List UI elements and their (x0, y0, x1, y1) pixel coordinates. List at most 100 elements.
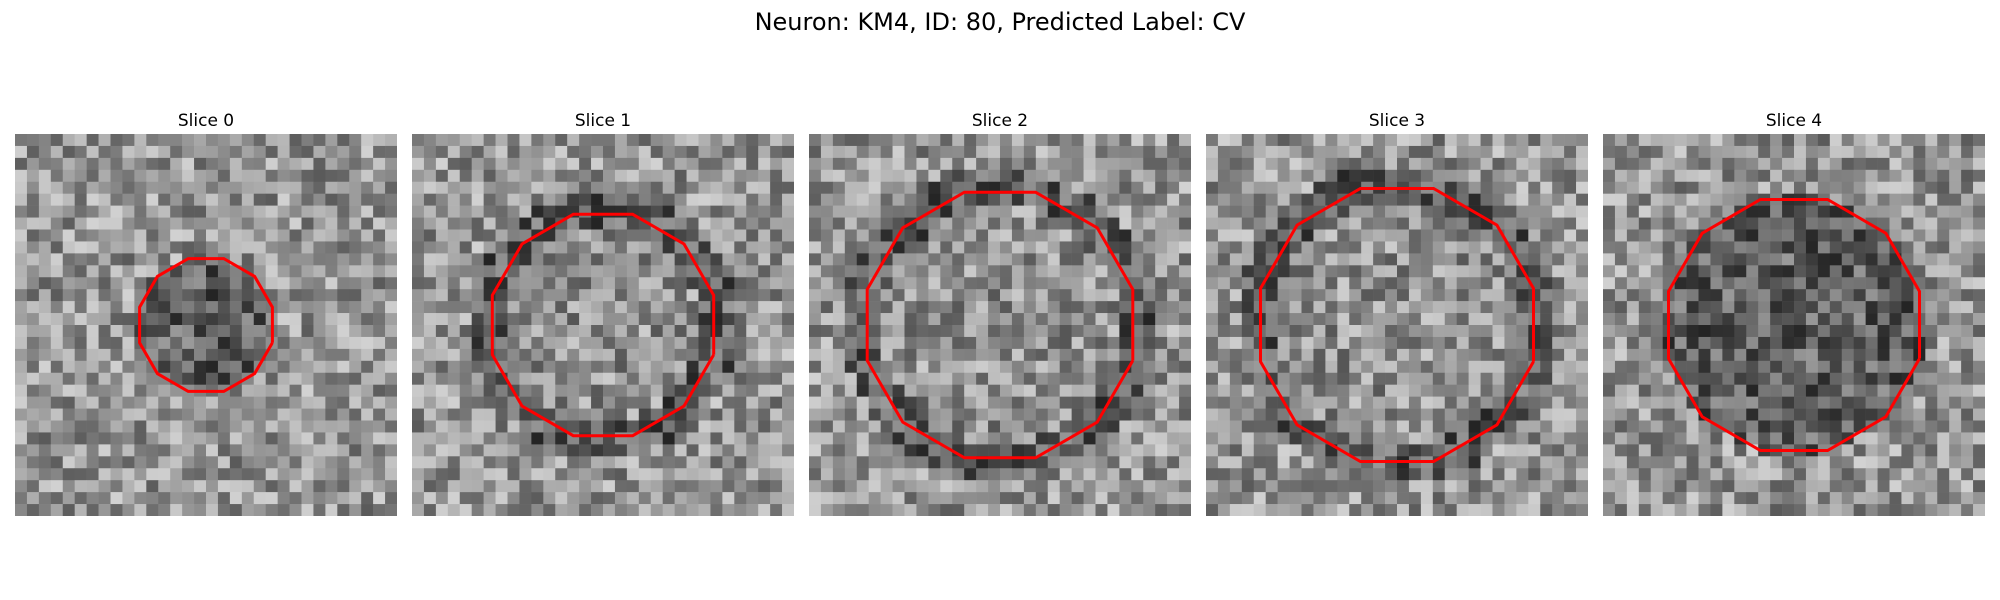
pixel (1218, 218, 1230, 230)
pixel (1012, 230, 1024, 242)
pixel (1290, 301, 1302, 313)
pixel (1433, 313, 1445, 325)
pixel (1493, 480, 1505, 492)
pixel (424, 146, 436, 158)
pixel (833, 301, 845, 313)
pixel (27, 182, 39, 194)
pixel (496, 158, 508, 170)
pixel (1218, 456, 1230, 468)
pixel (869, 468, 881, 480)
pixel (651, 444, 663, 456)
pixel (531, 253, 543, 265)
pixel (639, 337, 651, 349)
pixel (1603, 289, 1615, 301)
pixel (206, 265, 218, 277)
pixel (349, 397, 361, 409)
pixel (1337, 218, 1349, 230)
pixel (1770, 313, 1782, 325)
pixel (373, 301, 385, 313)
pixel (1540, 421, 1552, 433)
pixel (699, 253, 711, 265)
pixel (722, 134, 734, 146)
pixel (651, 289, 663, 301)
pixel (893, 253, 905, 265)
pixel (615, 325, 627, 337)
pixel (1901, 218, 1913, 230)
pixel (325, 504, 337, 516)
pixel (1290, 313, 1302, 325)
pixel (722, 230, 734, 242)
pixel (845, 158, 857, 170)
pixel (916, 230, 928, 242)
pixel (1218, 432, 1230, 444)
pixel (543, 337, 555, 349)
pixel (412, 373, 424, 385)
pixel (1913, 230, 1925, 242)
pixel (1457, 289, 1469, 301)
pixel (845, 170, 857, 182)
pixel (663, 146, 675, 158)
pixel (1627, 456, 1639, 468)
pixel (39, 241, 51, 253)
pixel (170, 301, 182, 313)
pixel (15, 289, 27, 301)
pixel (1504, 289, 1516, 301)
pixel (579, 146, 591, 158)
pixel (591, 468, 603, 480)
pixel (1072, 504, 1084, 516)
pixel (111, 134, 123, 146)
pixel (218, 170, 230, 182)
pixel (1218, 409, 1230, 421)
pixel (1397, 480, 1409, 492)
pixel (290, 492, 302, 504)
pixel (543, 158, 555, 170)
pixel (1481, 444, 1493, 456)
pixel (746, 432, 758, 444)
pixel (1794, 409, 1806, 421)
pixel (472, 432, 484, 444)
pixel (1842, 301, 1854, 313)
pixel (39, 373, 51, 385)
pixel (722, 409, 734, 421)
pixel (1699, 182, 1711, 194)
pixel (722, 218, 734, 230)
pixel (1528, 409, 1540, 421)
pixel (146, 456, 158, 468)
pixel (1167, 444, 1179, 456)
pixel (27, 361, 39, 373)
pixel (1143, 277, 1155, 289)
pixel (472, 134, 484, 146)
pixel (412, 397, 424, 409)
pixel (1421, 397, 1433, 409)
pixel (1290, 337, 1302, 349)
pixel (710, 480, 722, 492)
pixel (940, 134, 952, 146)
pixel (1433, 170, 1445, 182)
pixel (1433, 158, 1445, 170)
pixel (1504, 337, 1516, 349)
pixel (1699, 361, 1711, 373)
pixel (1302, 409, 1314, 421)
pixel (1060, 230, 1072, 242)
pixel (1385, 361, 1397, 373)
pixel (881, 158, 893, 170)
pixel (1167, 289, 1179, 301)
pixel (531, 373, 543, 385)
pixel (916, 146, 928, 158)
pixel (472, 230, 484, 242)
pixel (519, 289, 531, 301)
pixel (1337, 206, 1349, 218)
pixel (746, 313, 758, 325)
pixel (1107, 349, 1119, 361)
pixel (1687, 194, 1699, 206)
pixel (278, 409, 290, 421)
pixel (603, 361, 615, 373)
pixel (1469, 504, 1481, 516)
pixel (278, 253, 290, 265)
pixel (1493, 385, 1505, 397)
pixel (1493, 397, 1505, 409)
pixel (1036, 146, 1048, 158)
pixel (881, 444, 893, 456)
pixel (1266, 409, 1278, 421)
pixel (976, 421, 988, 433)
